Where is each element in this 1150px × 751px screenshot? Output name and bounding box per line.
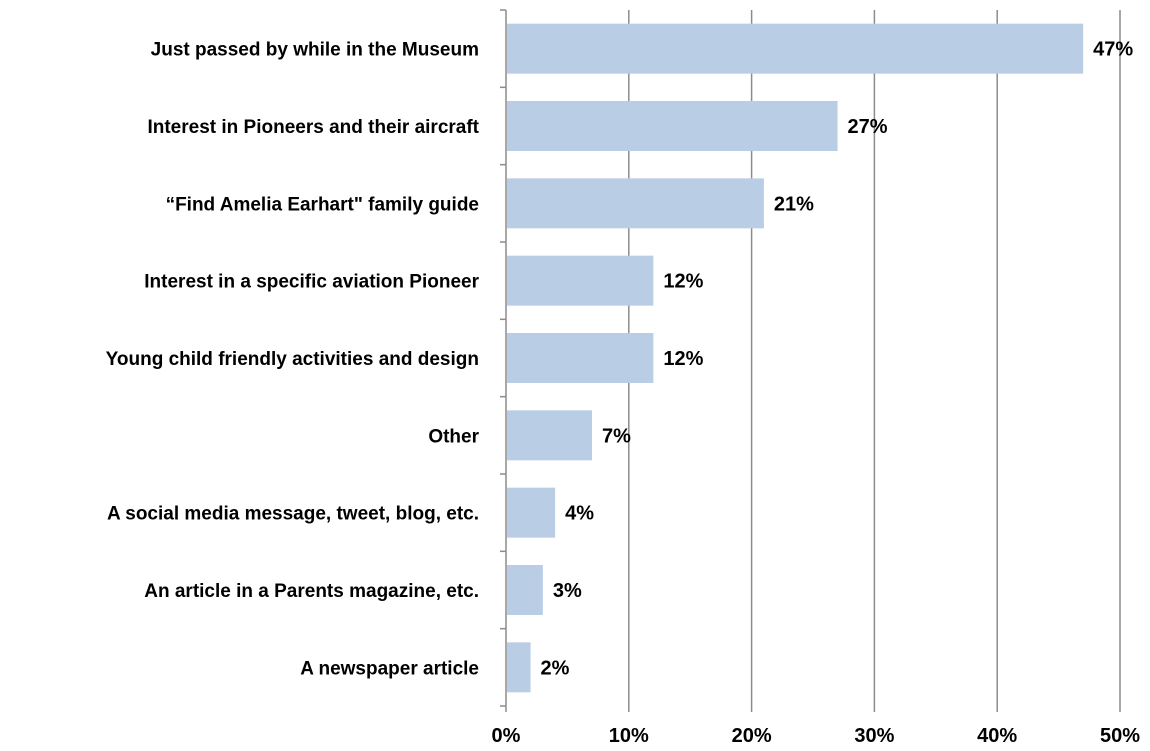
category-label-8: An article in a Parents magazine, etc.	[144, 581, 479, 602]
bar-7	[507, 487, 556, 538]
category-label-3: “Find Amelia Earhart" family guide	[166, 194, 479, 215]
x-tick-labels: 0% 10% 20% 30% 40% 50%	[492, 725, 1141, 747]
value-label-9: 2%	[541, 657, 570, 679]
bar-2	[507, 101, 838, 151]
value-label-7: 4%	[565, 503, 594, 525]
x-tick-label-50: 50%	[1100, 725, 1140, 747]
x-tick-label-0: 0%	[492, 725, 521, 747]
x-tick-label-40: 40%	[977, 725, 1017, 747]
value-label-5: 12%	[663, 348, 703, 370]
value-label-3: 21%	[774, 193, 814, 215]
value-label-4: 12%	[663, 271, 703, 293]
category-label-4: Interest in a specific aviation Pioneer	[144, 272, 479, 293]
y-axis	[500, 9, 1121, 712]
value-label-1: 47%	[1093, 39, 1133, 61]
category-label-7: A social media message, tweet, blog, etc…	[107, 504, 479, 525]
bar-9	[507, 642, 531, 693]
category-label-1: Just passed by while in the Museum	[151, 40, 479, 61]
x-tick-label-30: 30%	[854, 725, 894, 747]
bar-1	[507, 23, 1084, 74]
category-label-5: Young child friendly activities and desi…	[106, 349, 479, 370]
bar-8	[507, 565, 543, 615]
category-label-6: Other	[428, 426, 479, 447]
category-label-2: Interest in Pioneers and their aircraft	[147, 117, 479, 138]
x-tick-label-20: 20%	[732, 725, 772, 747]
category-labels: Just passed by while in the Museum Intere…	[106, 40, 480, 680]
category-label-9: A newspaper article	[300, 658, 479, 679]
bar-3	[507, 178, 764, 229]
bar-4	[507, 255, 654, 306]
value-label-2: 27%	[848, 116, 888, 138]
bar-5	[507, 333, 654, 383]
value-label-8: 3%	[553, 580, 582, 602]
bar-6	[507, 410, 592, 461]
value-label-6: 7%	[602, 425, 631, 447]
x-tick-label-10: 10%	[609, 725, 649, 747]
value-labels: 47% 27% 21% 12% 12% 7% 4% 3% 2%	[541, 39, 1134, 680]
bars	[507, 23, 1084, 693]
